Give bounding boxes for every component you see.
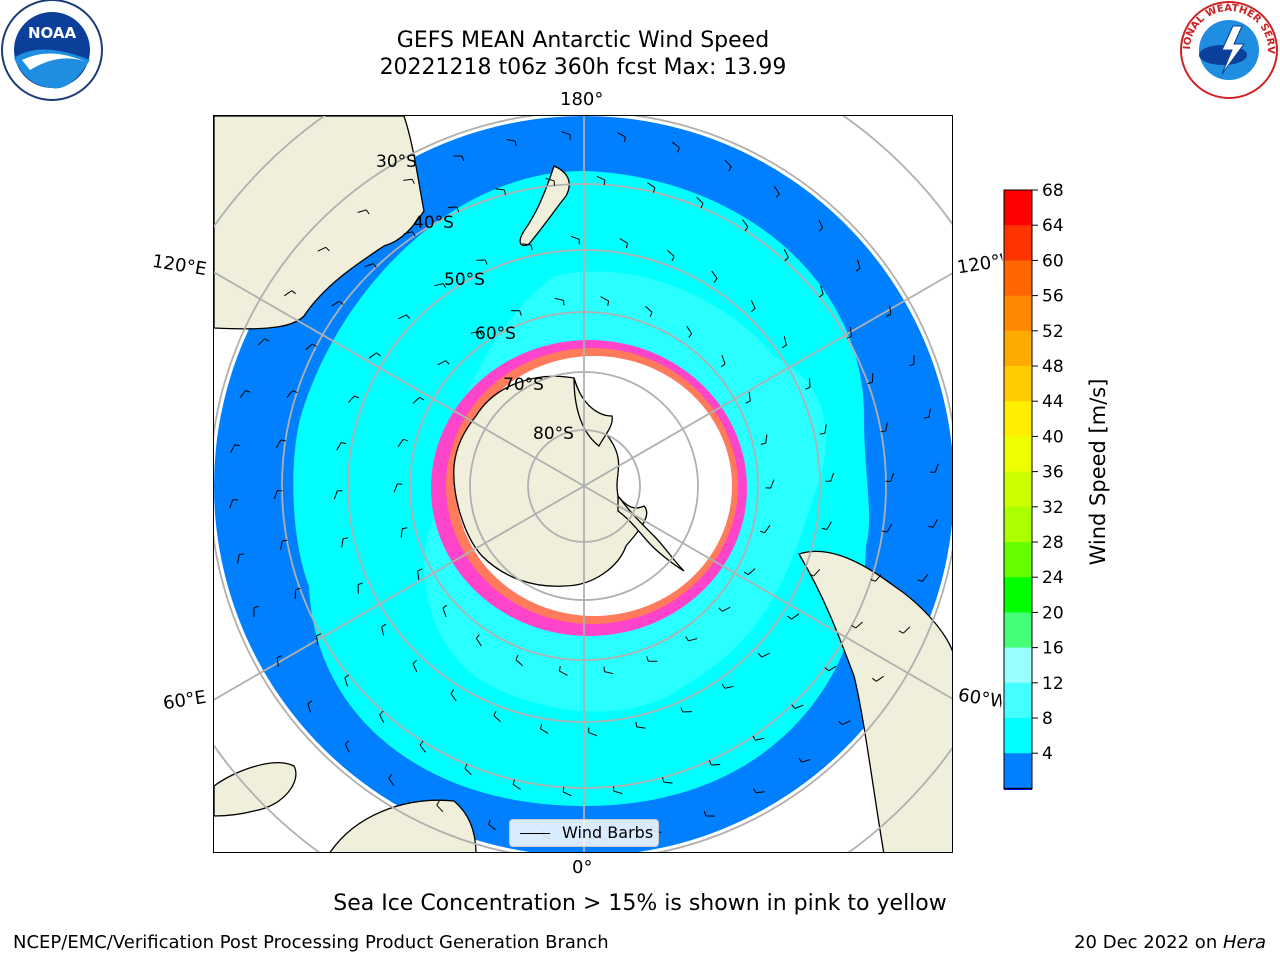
colorbar-segment bbox=[1004, 542, 1032, 578]
colorbar-tick-label: 68 bbox=[1042, 181, 1064, 201]
colorbar-tick-label: 16 bbox=[1042, 639, 1064, 659]
colorbar-tick-label: 36 bbox=[1042, 463, 1064, 483]
map-legend: Wind Barbs bbox=[509, 819, 659, 847]
footer-credit: NCEP/EMC/Verification Post Processing Pr… bbox=[13, 932, 609, 953]
colorbar-tick-label: 44 bbox=[1042, 392, 1064, 412]
colorbar-tick-label: 28 bbox=[1042, 533, 1064, 553]
footer-date-text: 20 Dec 2022 on bbox=[1074, 932, 1223, 953]
lat-label-60s: 60°S bbox=[475, 324, 516, 344]
nws-logo: NATIONAL WEATHER SERVICE bbox=[1178, 0, 1280, 100]
colorbar-tick-label: 20 bbox=[1042, 603, 1064, 623]
madagascar-land bbox=[214, 763, 296, 816]
caption: Sea Ice Concentration > 15% is shown in … bbox=[0, 891, 1280, 916]
polar-map bbox=[214, 116, 953, 853]
colorbar-segment bbox=[1004, 331, 1032, 367]
colorbar-tick-label: 64 bbox=[1042, 216, 1064, 236]
colorbar: 68 64 60 56 52 48 44 40 36 32 28 24 20 16 12 8 4 bbox=[990, 180, 1090, 790]
colorbar-segment bbox=[1004, 577, 1032, 613]
lon-label-lower-left: 60°E bbox=[162, 687, 208, 715]
lon-label-top: 180° bbox=[560, 89, 603, 110]
footer-machine: Hera bbox=[1223, 932, 1266, 953]
lat-label-70s: 70°S bbox=[503, 375, 544, 395]
colorbar-tick-label: 4 bbox=[1042, 744, 1053, 764]
legend-label: Wind Barbs bbox=[562, 823, 653, 842]
colorbar-segment bbox=[1004, 190, 1032, 226]
wind-barb-flag bbox=[515, 141, 516, 146]
colorbar-tick-label: 48 bbox=[1042, 357, 1064, 377]
colorbar-segment bbox=[1004, 401, 1032, 437]
wind-barb-flag bbox=[282, 540, 287, 541]
title-line-1: GEFS MEAN Antarctic Wind Speed bbox=[0, 28, 1166, 54]
wind-barb bbox=[448, 207, 457, 208]
colorbar-segment bbox=[1004, 260, 1032, 296]
lat-label-30s: 30°S bbox=[376, 152, 417, 172]
colorbar-segment bbox=[1004, 225, 1032, 261]
lat-label-40s: 40°S bbox=[413, 213, 454, 233]
africa-land bbox=[329, 800, 476, 853]
colorbar-tick-label: 52 bbox=[1042, 322, 1064, 342]
colorbar-segment bbox=[1004, 612, 1032, 648]
colorbar-tick-label: 32 bbox=[1042, 498, 1064, 518]
title-line-2: 20221218 t06z 360h fcst Max: 13.99 bbox=[0, 55, 1166, 81]
colorbar-segment bbox=[1004, 753, 1032, 789]
colorbar-segment bbox=[1004, 718, 1032, 754]
colorbar-tick-label: 12 bbox=[1042, 674, 1064, 694]
wind-barb-flag bbox=[563, 787, 564, 792]
map-frame bbox=[213, 115, 953, 853]
footer-date: 20 Dec 2022 on Hera bbox=[1074, 932, 1266, 953]
wind-barb-flag bbox=[881, 431, 886, 432]
colorbar-segment bbox=[1004, 648, 1032, 684]
colorbar-tick-label: 56 bbox=[1042, 287, 1064, 307]
colorbar-segment bbox=[1004, 507, 1032, 543]
legend-line-swatch bbox=[520, 833, 550, 834]
colorbar-segment bbox=[1004, 366, 1032, 402]
colorbar-tick-label: 60 bbox=[1042, 251, 1064, 271]
lon-label-bottom: 0° bbox=[572, 857, 592, 878]
lat-label-80s: 80°S bbox=[533, 424, 574, 444]
lon-label-upper-left: 120°E bbox=[151, 251, 208, 280]
wind-barb bbox=[711, 765, 720, 766]
wind-barb-flag bbox=[239, 554, 244, 555]
colorbar-label: Wind Speed [m/s] bbox=[1086, 379, 1110, 566]
colorbar-tick-label: 24 bbox=[1042, 568, 1064, 588]
colorbar-tick-label: 8 bbox=[1042, 709, 1053, 729]
lat-label-50s: 50°S bbox=[444, 270, 485, 290]
wind-barb-flag bbox=[924, 417, 929, 418]
wind-barb-flag bbox=[604, 180, 605, 185]
colorbar-segment bbox=[1004, 296, 1032, 332]
colorbar-segment bbox=[1004, 436, 1032, 472]
colorbar-tick-label: 40 bbox=[1042, 427, 1064, 447]
colorbar-segment bbox=[1004, 472, 1032, 508]
colorbar-segment bbox=[1004, 683, 1032, 719]
